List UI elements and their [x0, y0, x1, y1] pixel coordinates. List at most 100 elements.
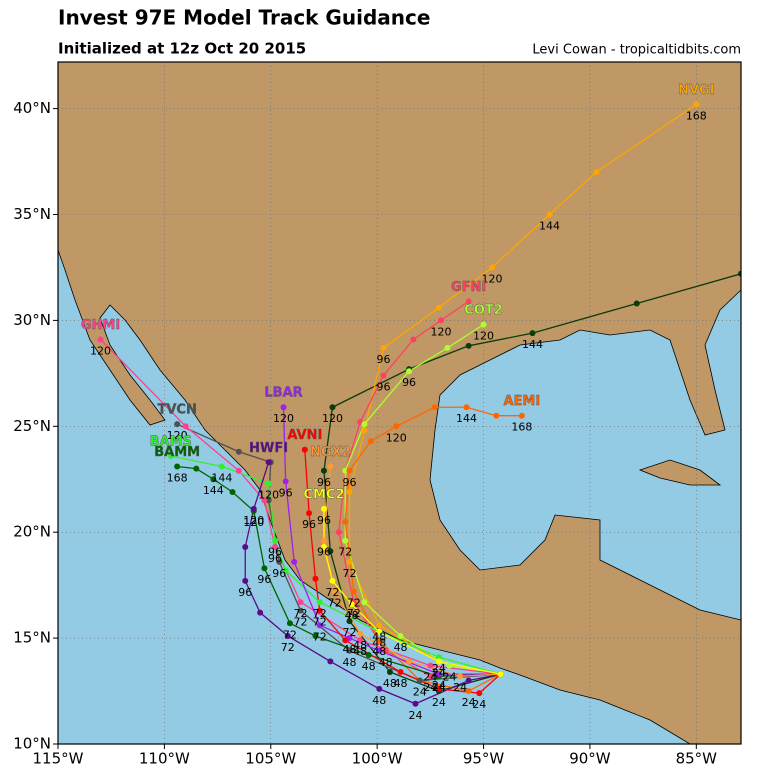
track-point	[437, 317, 444, 324]
track-point	[320, 544, 327, 551]
track-point	[272, 544, 279, 551]
hour-label: 96	[317, 476, 331, 489]
track-point	[320, 505, 327, 512]
track-line	[282, 407, 501, 675]
track-point	[435, 654, 442, 661]
hour-label: 48	[362, 660, 376, 673]
track-point	[97, 336, 104, 343]
track-point	[342, 518, 349, 525]
track-point	[327, 548, 334, 555]
tracks: 2448729612014424487296120144168244872961…	[81, 83, 741, 722]
hour-label: 96	[342, 476, 356, 489]
track-point	[346, 618, 353, 625]
track-point	[380, 372, 387, 379]
track-point	[397, 668, 404, 675]
track-point	[465, 677, 472, 684]
hour-label: 120	[473, 330, 494, 343]
y-tick-label: 25°N	[13, 417, 51, 435]
hour-label: 72	[313, 616, 327, 629]
hour-label: 48	[394, 641, 408, 654]
model-name: COT2	[464, 303, 503, 318]
track-point	[316, 622, 323, 629]
hour-label: 96	[302, 518, 316, 531]
track-point	[327, 658, 334, 665]
track-point	[182, 423, 189, 430]
x-tick-label: 100°W	[352, 750, 403, 768]
hour-labels: 2448729612014424487296120144168244872961…	[90, 109, 707, 721]
track-point	[284, 632, 291, 639]
track-point	[393, 423, 400, 430]
hour-label: 24	[443, 671, 457, 684]
hour-label: 72	[342, 626, 356, 639]
track-point	[320, 537, 327, 544]
track-point	[210, 476, 217, 483]
hour-label: 48	[353, 639, 367, 652]
hour-label: 48	[345, 609, 359, 622]
x-tick-label: 110°W	[139, 750, 190, 768]
hour-label: 24	[462, 696, 476, 709]
track-point	[242, 544, 249, 551]
track-point	[276, 558, 283, 565]
track-point	[406, 368, 413, 375]
track-line	[323, 273, 741, 692]
hour-label: 120	[430, 325, 451, 338]
hour-label: 72	[281, 641, 295, 654]
hour-label: 120	[322, 412, 343, 425]
track-point	[444, 344, 451, 351]
track-point	[342, 537, 349, 544]
hour-label: 96	[238, 586, 252, 599]
track-point	[376, 622, 383, 629]
track-point	[316, 607, 323, 614]
track-point	[193, 465, 200, 472]
track-point	[465, 342, 472, 349]
hour-label: 48	[379, 656, 393, 669]
hour-label: 24	[432, 696, 446, 709]
track-point	[435, 671, 442, 678]
hour-label: 48	[394, 677, 408, 690]
hour-label: 24	[432, 679, 446, 692]
track-line	[348, 103, 697, 675]
hour-label: 96	[268, 546, 282, 559]
track-point	[331, 588, 338, 595]
hour-label: 144	[539, 219, 560, 232]
model-name: BAMS	[150, 434, 192, 449]
track-point	[265, 459, 272, 466]
y-tick-label: 35°N	[13, 205, 51, 223]
track-point	[335, 529, 342, 536]
track-point	[350, 588, 357, 595]
model-name: TVCN	[157, 403, 196, 418]
hour-label: 168	[167, 472, 188, 485]
hour-label: 168	[511, 421, 532, 434]
track-point	[493, 412, 500, 419]
hour-label: 24	[453, 681, 467, 694]
x-tick-label: 115°W	[33, 750, 84, 768]
frame	[57, 61, 742, 745]
track-point	[435, 658, 442, 665]
model-name: AVNI	[287, 428, 322, 443]
map-area: 2448729612014424487296120144168244872961…	[58, 62, 741, 744]
track-point	[593, 169, 600, 176]
track-point	[357, 630, 364, 637]
model-name: BAMM	[154, 445, 200, 460]
track-point	[272, 537, 279, 544]
track-point	[406, 658, 413, 665]
track-point	[261, 497, 268, 504]
track-point	[397, 632, 404, 639]
hour-label: 144	[522, 338, 543, 351]
track-point	[357, 637, 364, 644]
track-point	[376, 628, 383, 635]
track-point	[376, 637, 383, 644]
hour-label: 48	[372, 630, 386, 643]
hour-label: 72	[338, 546, 352, 559]
track-point	[329, 577, 336, 584]
hour-label: 120	[386, 431, 407, 444]
hour-label: 72	[283, 628, 297, 641]
track-point	[348, 601, 355, 608]
hour-label: 96	[279, 486, 293, 499]
track-point	[518, 412, 525, 419]
track-point	[376, 685, 383, 692]
hour-label: 96	[317, 514, 331, 527]
track-point	[320, 467, 327, 474]
